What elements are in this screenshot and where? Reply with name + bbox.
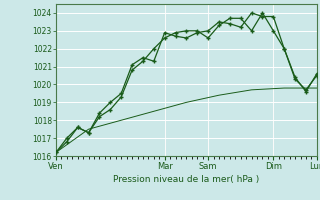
X-axis label: Pression niveau de la mer( hPa ): Pression niveau de la mer( hPa ): [113, 175, 260, 184]
